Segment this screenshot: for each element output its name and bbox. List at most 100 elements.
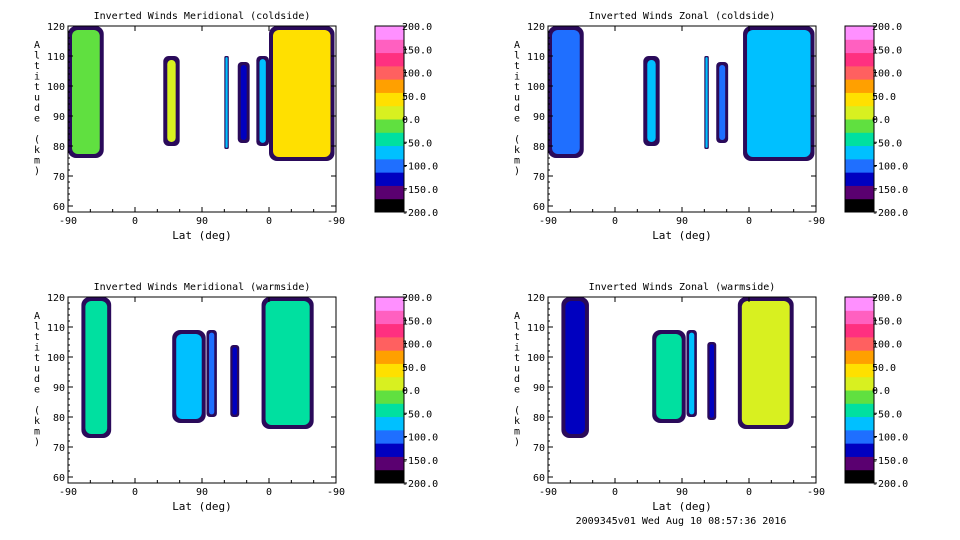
y-axis-label-char: i — [34, 72, 40, 83]
data-region-fill — [647, 60, 656, 142]
y-axis-label-char: d — [514, 374, 520, 385]
y-axis-label-char: k — [34, 145, 40, 156]
chart-panel-4: Inverted Winds Zonal (warmside) -90 0 90 0 -9… — [514, 282, 908, 513]
y-tick-label: 90 — [533, 112, 545, 123]
colorbar-swatch — [845, 443, 874, 457]
y-axis-label-char: m — [514, 156, 520, 167]
y-tick-label: 120 — [527, 22, 545, 33]
colorbar-swatch — [375, 469, 404, 484]
y-axis-label-char: e — [34, 385, 40, 396]
chart-panel-3: Inverted Winds Meridional (warmside) -90 0… — [34, 282, 438, 513]
colorbar-swatch — [845, 92, 874, 107]
colorbar-label: -50.0 — [402, 409, 432, 420]
x-tick-label: 0 — [132, 487, 138, 498]
data-region-fill — [709, 344, 715, 418]
y-tick-label: 110 — [47, 323, 65, 334]
colorbar-swatch — [375, 416, 404, 431]
colorbar-label: -200.0 — [402, 208, 438, 219]
colorbar-label: 50.0 — [402, 92, 426, 103]
colorbar-label: 100.0 — [402, 340, 432, 351]
y-axis-label-char — [34, 124, 40, 135]
data-region-fill — [225, 57, 228, 148]
y-axis-label-char: u — [34, 364, 40, 375]
y-axis-label-char: m — [34, 427, 40, 438]
colorbar-swatch — [375, 79, 404, 93]
chart-title: Inverted Winds Meridional (coldside) — [94, 11, 311, 22]
y-tick-label: 90 — [533, 383, 545, 394]
chart-title: Inverted Winds Zonal (coldside) — [589, 11, 776, 22]
colorbar-label: 200.0 — [872, 293, 902, 304]
colorbar-label: -150.0 — [872, 185, 908, 196]
data-region-fill — [232, 347, 237, 415]
y-axis-label-char: ) — [514, 437, 520, 448]
colorbar-swatch — [375, 92, 404, 107]
data-region-fill — [689, 332, 695, 415]
colorbar-label: -150.0 — [872, 456, 908, 467]
colorbar-label: 100.0 — [872, 340, 902, 351]
colorbar-swatch — [845, 416, 874, 431]
x-tick-label: 0 — [746, 487, 752, 498]
y-tick-label: 80 — [53, 142, 65, 153]
colorbar-swatch — [845, 52, 874, 67]
y-axis-label-char: u — [514, 364, 520, 375]
colorbar-label: 100.0 — [402, 69, 432, 80]
x-tick-label: 90 — [196, 487, 208, 498]
colorbar: 200.0 150.0 100.0 50.0 0.0 -50.0 -100.0 -150.0 -… — [374, 293, 438, 490]
colorbar-swatch — [375, 172, 404, 186]
colorbar-swatch — [845, 297, 874, 311]
x-tick-label: 90 — [676, 487, 688, 498]
y-tick-label: 120 — [47, 22, 65, 33]
y-axis-label-char: t — [34, 332, 40, 343]
y-axis-label-char: t — [34, 353, 40, 364]
x-tick-label: 0 — [266, 216, 272, 227]
colorbar-label: -200.0 — [872, 208, 908, 219]
y-axis-label-char: A — [514, 40, 520, 51]
data-region-fill — [259, 59, 266, 143]
colorbar-label: -100.0 — [872, 162, 908, 173]
colorbar-swatch — [375, 132, 404, 147]
x-tick-label: -90 — [807, 487, 825, 498]
y-axis-label-char: ) — [34, 437, 40, 448]
x-tick-label: -90 — [539, 487, 557, 498]
y-axis-label-char: d — [34, 103, 40, 114]
y-axis-label-char: l — [514, 51, 520, 62]
colorbar-swatch — [845, 376, 874, 391]
colorbar-swatch — [375, 26, 404, 40]
colorbar-swatch — [845, 403, 874, 418]
x-tick-label: -90 — [539, 216, 557, 227]
colorbar-swatch — [375, 403, 404, 418]
colorbar-swatch — [375, 323, 404, 338]
data-region-fill — [273, 30, 331, 157]
y-axis-label-char — [514, 395, 520, 406]
colorbar: 200.0 150.0 100.0 50.0 0.0 -50.0 -100.0 -150.0 -… — [844, 293, 908, 490]
colorbar-label: 150.0 — [872, 45, 902, 56]
y-axis-label-char: t — [514, 353, 520, 364]
x-tick-label: -90 — [59, 216, 77, 227]
y-tick-label: 70 — [533, 443, 545, 454]
colorbar-swatch — [375, 185, 404, 200]
y-axis-label-char: t — [34, 82, 40, 93]
y-axis-label-char: i — [514, 72, 520, 83]
y-axis-label-char: u — [514, 93, 520, 104]
colorbar-swatch — [375, 145, 404, 160]
colorbar-swatch — [375, 119, 404, 133]
data-region-fill — [656, 334, 682, 419]
colorbar-swatch — [845, 119, 874, 133]
colorbar-swatch — [845, 158, 874, 173]
colorbar-swatch — [375, 390, 404, 404]
colorbar-swatch — [845, 429, 874, 444]
data-region-fill — [240, 64, 247, 141]
x-tick-label: 90 — [196, 216, 208, 227]
y-tick-label: 60 — [53, 473, 65, 484]
colorbar-label: 200.0 — [872, 22, 902, 33]
colorbar-label: -200.0 — [872, 479, 908, 490]
y-axis-label-char: l — [34, 51, 40, 62]
chart-panel-2: Inverted Winds Zonal (coldside) -90 0 90 0 -9… — [514, 11, 908, 242]
y-axis-label-char: t — [514, 332, 520, 343]
data-region-fill — [565, 301, 585, 434]
data-region-fill — [72, 30, 100, 154]
colorbar-label: 50.0 — [872, 363, 896, 374]
y-axis-label-char: m — [514, 427, 520, 438]
x-tick-label: 0 — [746, 216, 752, 227]
